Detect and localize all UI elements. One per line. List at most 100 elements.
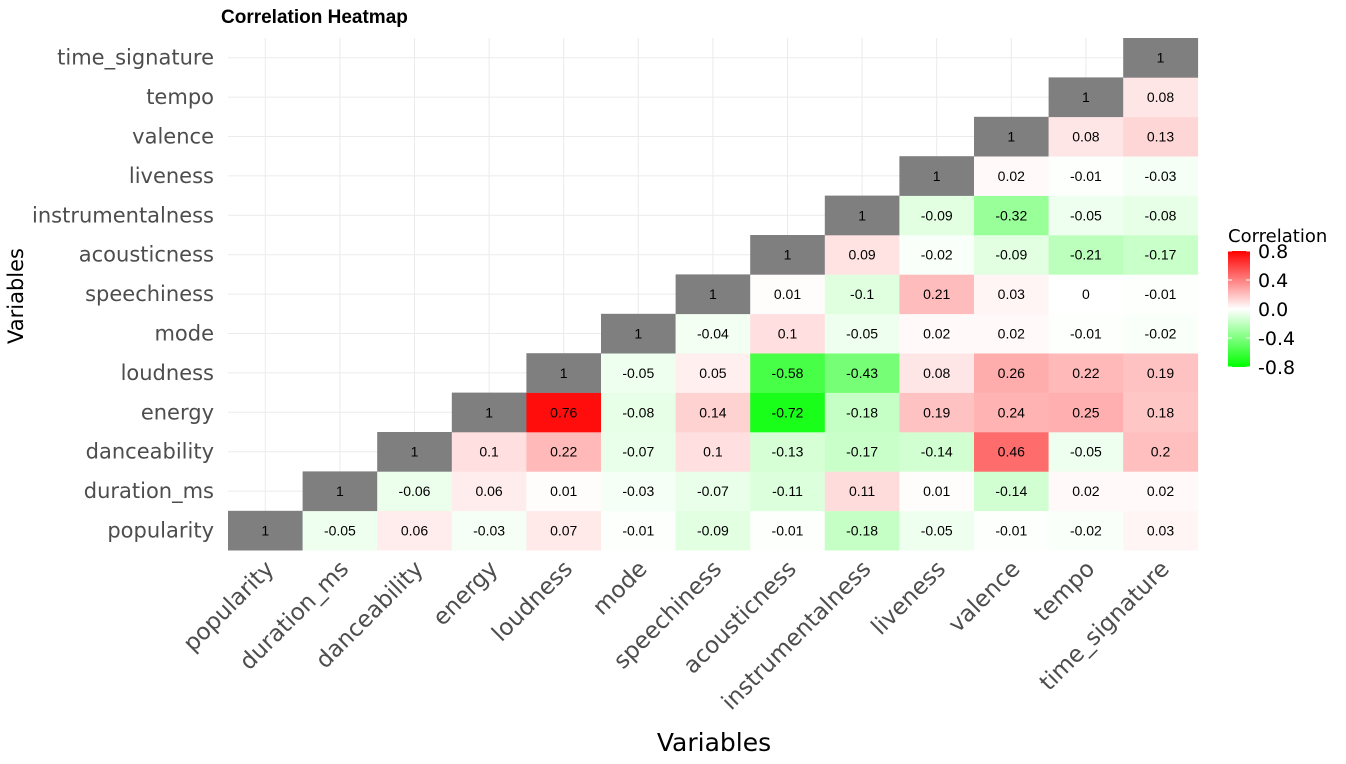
cell-value-label: 0.07 [550, 523, 577, 539]
cell-value-label: 0.02 [998, 326, 1025, 342]
cell-value-label: -0.02 [1070, 523, 1102, 539]
x-tick-label: tempo [1029, 556, 1100, 627]
heatmap-cell [824, 432, 900, 472]
legend-tick-label: 0.4 [1258, 270, 1288, 292]
cell-value-label: 0.14 [699, 404, 726, 420]
heatmap-cell [675, 432, 751, 472]
heatmap-cell [526, 471, 602, 512]
y-axis-title: Variables [4, 248, 28, 344]
heatmap-cell [1048, 471, 1124, 512]
heatmap-cell [1048, 353, 1124, 393]
cell-value-label: -0.05 [622, 365, 654, 381]
heatmap-cell [1048, 510, 1124, 551]
cell-value-label: -0.32 [995, 207, 1027, 223]
legend-tick-label: 0.8 [1258, 241, 1288, 263]
cell-value-label: 0.08 [1072, 129, 1099, 145]
cell-value-label: -0.11 [772, 483, 803, 499]
heatmap-cell [451, 510, 527, 551]
cell-value-label: -0.01 [1145, 286, 1177, 302]
cell-value-label: -0.08 [622, 404, 654, 420]
cell-value-label: 0.01 [550, 483, 577, 499]
heatmap-cell [974, 274, 1049, 315]
heatmap-cell [974, 471, 1049, 512]
heatmap-cell [675, 392, 751, 433]
heatmap-cell [750, 274, 826, 315]
cell-value-label: 0 [1082, 286, 1090, 302]
heatmap-cell [974, 156, 1049, 196]
heatmap-cell [824, 392, 900, 433]
cell-value-label: -0.05 [846, 326, 878, 342]
cell-value-label: 1 [858, 207, 866, 223]
heatmap-cell [1123, 235, 1199, 275]
heatmap-cell [1048, 156, 1124, 196]
heatmap-cell [824, 313, 900, 354]
y-tick-label: loudness [121, 361, 214, 385]
heatmap-cell [1123, 313, 1199, 354]
y-tick-label: valence [132, 125, 214, 149]
cell-value-label: 1 [261, 523, 269, 539]
legend-tick-label: -0.4 [1258, 328, 1295, 350]
heatmap-cell [824, 274, 900, 315]
heatmap-cell [750, 392, 826, 433]
heatmap-cell [1123, 432, 1199, 472]
cell-value-label: 1 [709, 286, 717, 302]
cell-value-label: 0.25 [1072, 404, 1099, 420]
cell-value-label: -0.43 [846, 365, 878, 381]
legend-colorbar [1228, 251, 1250, 367]
cell-value-label: -0.72 [772, 404, 804, 420]
y-tick-label: speechiness [85, 282, 214, 306]
cell-value-label: 0.18 [1147, 404, 1174, 420]
cell-value-label: -0.09 [921, 207, 953, 223]
cell-value-label: -0.01 [622, 523, 654, 539]
cell-value-label: 1 [784, 247, 792, 263]
heatmap-cell [750, 471, 826, 512]
heatmap-cell [675, 510, 751, 551]
cell-value-label: -0.03 [473, 523, 505, 539]
cell-value-label: 1 [634, 326, 642, 342]
heatmap-cell [824, 353, 900, 393]
legend: Correlation 0.8 0.4 0.0 -0.4 -0.8 [1228, 226, 1327, 379]
x-tick-label: time_signature [1035, 556, 1175, 696]
heatmap-cell [899, 510, 975, 551]
heatmap-cell [974, 235, 1049, 275]
cell-value-label: -0.09 [697, 523, 729, 539]
y-tick-label: instrumentalness [32, 203, 214, 227]
heatmap-cell [899, 392, 975, 433]
y-tick-label: time_signature [57, 46, 214, 71]
heatmap-cell [1048, 274, 1124, 315]
cell-value-label: -0.01 [1070, 168, 1102, 184]
cell-value-label: 0.03 [998, 286, 1025, 302]
heatmap-cell [824, 235, 900, 275]
heatmap-cell [824, 510, 900, 551]
cell-value-label: -0.17 [846, 444, 878, 460]
cell-value-label: 0.19 [1147, 365, 1174, 381]
heatmap-cell [899, 235, 975, 275]
cell-value-label: -0.21 [1070, 247, 1102, 263]
cell-value-label: 0.76 [550, 404, 577, 420]
heatmap-cell [451, 432, 527, 472]
cell-value-label: 0.13 [1147, 129, 1174, 145]
y-tick-label: duration_ms [84, 479, 214, 504]
cell-value-label: 0.02 [923, 326, 950, 342]
cell-value-label: -0.18 [846, 404, 878, 420]
heatmap-cell [974, 195, 1049, 236]
cell-value-label: -0.14 [921, 444, 953, 460]
legend-title: Correlation [1228, 226, 1327, 247]
heatmap-cell [526, 353, 602, 393]
cell-value-label: 0.05 [699, 365, 726, 381]
cell-value-label: 0.46 [998, 444, 1025, 460]
heatmap-cell [601, 392, 676, 433]
y-tick-label: energy [141, 400, 214, 424]
heatmap-cell [824, 195, 900, 236]
heatmap-cell [974, 116, 1049, 157]
heatmap-cell [675, 353, 751, 393]
heatmap-cell [377, 510, 453, 551]
cell-value-label: -0.17 [1145, 247, 1177, 263]
heatmap-cell [1048, 116, 1124, 157]
cell-value-label: -0.58 [772, 365, 804, 381]
cell-value-label: -0.14 [995, 483, 1027, 499]
cell-value-label: -0.01 [995, 523, 1027, 539]
cell-value-label: 0.02 [1072, 483, 1099, 499]
heatmap-cell [1048, 77, 1124, 118]
